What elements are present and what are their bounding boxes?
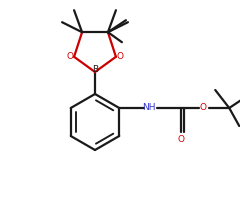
Text: B: B [92,66,98,74]
Text: O: O [178,136,185,144]
Text: O: O [66,52,74,61]
Text: O: O [200,104,207,112]
Text: O: O [116,52,123,61]
Text: NH: NH [143,104,156,112]
